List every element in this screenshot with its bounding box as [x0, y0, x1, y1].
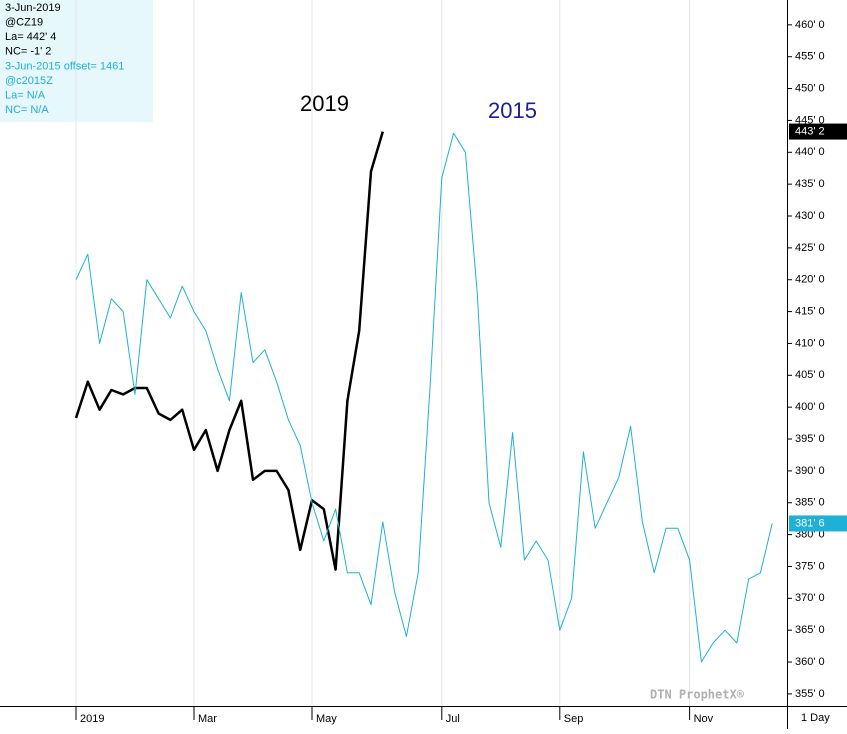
y-tick-label: 450' 0 — [795, 82, 825, 94]
series-label: 2015 — [488, 98, 537, 123]
info-text: NC= -1' 2 — [5, 46, 51, 58]
last-value-label: 381' 6 — [795, 517, 825, 529]
y-tick-label: 395' 0 — [795, 433, 825, 445]
last-value-box — [789, 515, 847, 532]
x-tick-label: Sep — [564, 713, 584, 725]
info-text: La= 442' 4 — [5, 31, 56, 43]
info-text: @CZ19 — [5, 17, 43, 29]
y-tick-label: 460' 0 — [795, 19, 825, 31]
series-line — [75, 132, 773, 663]
info-text: La= N/A — [5, 90, 46, 102]
info-text: @c2015Z — [5, 75, 53, 87]
y-tick-label: 370' 0 — [795, 592, 825, 604]
y-tick-label: 455' 0 — [795, 51, 825, 63]
y-tick-label: 410' 0 — [795, 337, 825, 349]
y-tick-label: 415' 0 — [795, 305, 825, 317]
y-tick-label: 375' 0 — [795, 560, 825, 572]
x-tick-label: Mar — [198, 713, 217, 725]
info-text: 3-Jun-2015 offset= 1461 — [5, 60, 124, 72]
info-text: NC= N/A — [5, 104, 49, 116]
last-value-box — [789, 123, 847, 140]
last-value-label: 443' 2 — [795, 125, 825, 137]
y-tick-label: 430' 0 — [795, 210, 825, 222]
series-label: 2019 — [300, 91, 349, 116]
y-tick-label: 445' 0 — [795, 114, 825, 126]
x-tick-label: May — [316, 713, 337, 725]
y-tick-label: 420' 0 — [795, 274, 825, 286]
y-tick-label: 435' 0 — [795, 178, 825, 190]
y-tick-label: 425' 0 — [795, 242, 825, 254]
series-line — [74, 131, 384, 571]
watermark: DTN ProphetX® — [650, 688, 745, 702]
y-tick-label: 355' 0 — [795, 688, 825, 700]
y-tick-label: 400' 0 — [795, 401, 825, 413]
y-tick-label: 385' 0 — [795, 497, 825, 509]
interval-label: 1 Day — [801, 712, 830, 724]
x-tick-label: 2019 — [80, 713, 104, 725]
y-tick-label: 390' 0 — [795, 465, 825, 477]
y-tick-label: 405' 0 — [795, 369, 825, 381]
info-text: 3-Jun-2019 — [5, 2, 61, 14]
y-tick-label: 440' 0 — [795, 146, 825, 158]
x-tick-label: Jul — [446, 713, 460, 725]
y-tick-label: 380' 0 — [795, 529, 825, 541]
x-tick-label: Nov — [694, 713, 714, 725]
y-tick-label: 360' 0 — [795, 656, 825, 668]
y-tick-label: 365' 0 — [795, 624, 825, 636]
